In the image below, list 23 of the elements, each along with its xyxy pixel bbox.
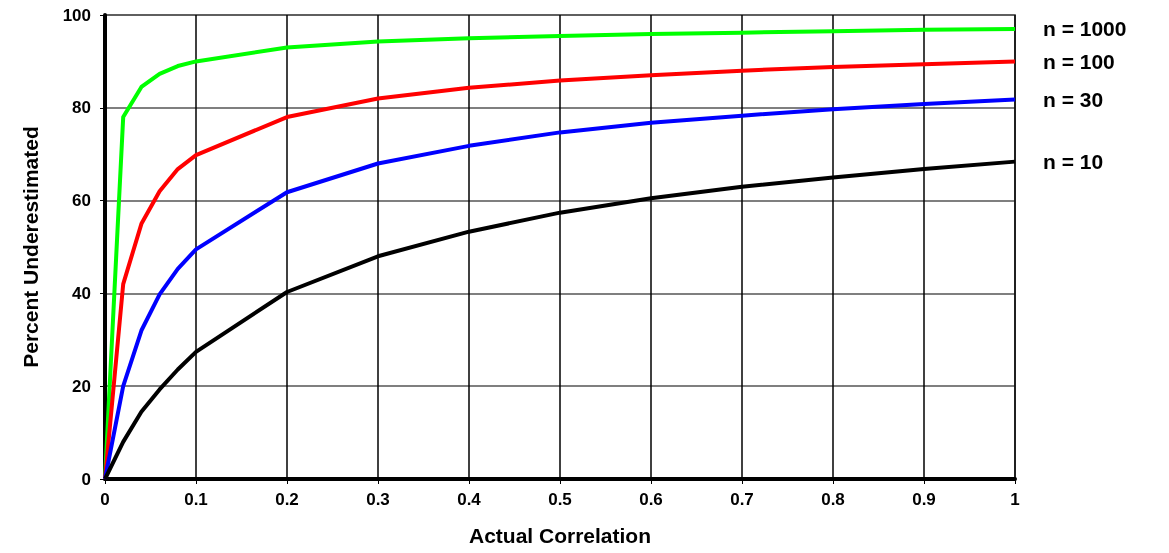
y-tick-label: 0 [81, 469, 91, 489]
x-tick-label: 1 [1010, 490, 1020, 509]
series-label: n = 100 [1043, 49, 1115, 73]
y-tick-label: 40 [72, 283, 91, 303]
y-axis-title: Percent Underestimated [19, 126, 42, 368]
y-tick-label: 20 [72, 376, 91, 396]
series-label: n = 1000 [1043, 17, 1127, 41]
x-tick-label: 0.2 [275, 490, 299, 509]
x-tick-label: 0.3 [366, 490, 390, 509]
x-tick-label: 0.8 [821, 490, 845, 509]
x-axis-title: Actual Correlation [468, 524, 652, 547]
x-tick-label: 0.7 [730, 490, 754, 509]
series-label: n = 10 [1043, 150, 1104, 174]
x-tick-label: 0.9 [912, 490, 936, 509]
x-tick-label: 0 [100, 490, 110, 509]
y-tick-label: 60 [72, 191, 91, 211]
y-tick-label: 80 [72, 98, 91, 118]
x-tick-label: 0.6 [639, 490, 663, 509]
y-tick-label: 100 [62, 5, 91, 25]
x-tick-label: 0.5 [548, 490, 572, 509]
series-label: n = 30 [1043, 87, 1104, 111]
x-tick-label: 0.1 [184, 490, 208, 509]
x-tick-label: 0.4 [457, 490, 482, 509]
